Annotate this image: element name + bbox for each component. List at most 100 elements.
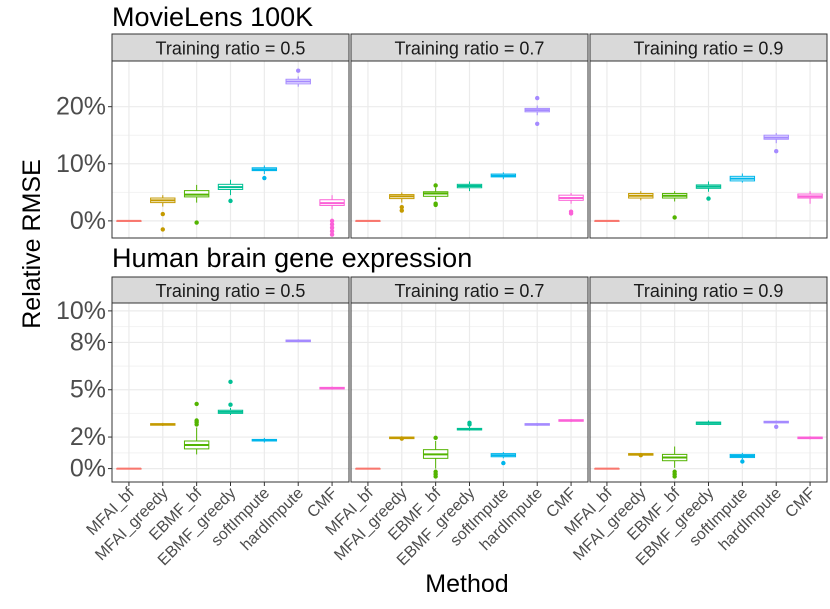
y-tick-label-1-0: 0%: [70, 455, 106, 483]
box-EBMF_bf-1-2: [661, 446, 688, 479]
box-MFAI_greedy-0-2: [628, 191, 654, 201]
outlier-point: [399, 204, 404, 210]
outlier-point: [433, 202, 438, 208]
box-EBMF_greedy-0-2: [695, 181, 722, 201]
box-hardImpute-1-1: [524, 422, 550, 427]
box-EBMF_bf-1-1: [422, 435, 449, 479]
box-MFAI_bf-1-2: [594, 467, 620, 470]
outlier-point: [228, 402, 233, 407]
outlier-point: [160, 227, 165, 232]
y-tick-label-1-3: 8%: [70, 328, 106, 356]
box-MFAI_bf-0-0: [116, 219, 142, 222]
outlier-point: [740, 459, 745, 464]
box-CMF-1-0: [319, 386, 345, 390]
facet-strip-1-2: [589, 276, 828, 304]
facet-strip-0-2: [589, 33, 828, 62]
outlier-point: [706, 196, 711, 201]
x-axis-label: Method: [425, 570, 508, 598]
facet-strip-0-0: [111, 33, 350, 62]
box-softImpute-0-1: [490, 172, 517, 180]
box-softImpute-1-2: [729, 452, 756, 464]
box-hardImpute-0-2: [763, 132, 789, 154]
box-EBMF_bf-0-0: [183, 184, 210, 225]
outlier-point: [501, 460, 506, 466]
outlier-point: [194, 418, 199, 423]
box-EBMF_greedy-1-1: [456, 420, 483, 431]
outlier-point: [535, 121, 540, 127]
box-CMF-0-2: [797, 191, 823, 204]
facet-label-1-2: Training ratio = 0.9: [634, 281, 784, 301]
facet-label-0-2: Training ratio = 0.9: [634, 39, 784, 59]
outlier-point: [329, 222, 335, 227]
y-tick-label-0-0: 0%: [70, 207, 106, 235]
box-EBMF_bf-1-0: [183, 401, 210, 455]
box-MFAI_bf-0-2: [594, 219, 620, 222]
box-MFAI_greedy-0-1: [389, 192, 415, 213]
outlier-point: [467, 420, 472, 426]
panel-border-0-2: [589, 60, 828, 239]
box-EBMF_greedy-1-2: [695, 420, 722, 426]
box-hardImpute-0-1: [524, 95, 550, 127]
y-tick-label-0-1: 10%: [56, 150, 106, 178]
box-MFAI_greedy-1-1: [389, 436, 415, 441]
box-CMF-1-2: [797, 436, 823, 440]
box-MFAI_greedy-1-0: [150, 422, 176, 427]
box-MFAI_bf-1-0: [116, 467, 142, 470]
y-axis-label: Relative RMSE: [18, 159, 46, 329]
box-EBMF_greedy-0-1: [456, 181, 483, 192]
box-CMF-1-1: [558, 418, 584, 423]
y-tick-label-1-1: 2%: [70, 423, 106, 451]
box-MFAI_bf-0-1: [355, 219, 381, 222]
outlier-point: [638, 452, 643, 458]
outlier-point: [194, 220, 199, 225]
x-tick-label-2-6: CMF: [782, 485, 819, 522]
box-EBMF_greedy-0-0: [217, 179, 244, 204]
outlier-point: [329, 228, 335, 234]
outlier-point: [433, 183, 438, 188]
facet-label-0-0: Training ratio = 0.5: [156, 39, 306, 59]
outlier-point: [774, 424, 779, 430]
box-softImpute-1-1: [490, 452, 517, 466]
outlier-point: [329, 218, 335, 224]
box-CMF-0-1: [558, 192, 584, 216]
outlier-point: [535, 95, 540, 101]
outlier-point: [568, 211, 574, 216]
box-EBMF_greedy-1-0: [217, 379, 244, 415]
facet-label-0-1: Training ratio = 0.7: [395, 39, 545, 59]
y-tick-label-0-2: 20%: [56, 93, 106, 121]
facet-label-1-0: Training ratio = 0.5: [156, 281, 306, 301]
box-MFAI_greedy-1-2: [628, 452, 654, 458]
outlier-point: [228, 379, 233, 385]
outlier-point: [228, 198, 233, 204]
box-softImpute-0-0: [251, 165, 278, 181]
box-MFAI_bf-1-1: [355, 467, 381, 470]
box-softImpute-0-2: [729, 173, 756, 183]
box-hardImpute-1-0: [285, 339, 311, 343]
outlier-point: [262, 175, 267, 181]
box-EBMF_bf-0-1: [422, 183, 449, 208]
outlier-point: [399, 436, 404, 441]
box-EBMF_bf-0-2: [661, 191, 688, 220]
panel-border-0-1: [350, 60, 589, 239]
outlier-point: [433, 435, 438, 441]
outlier-point: [672, 474, 677, 479]
box-softImpute-1-0: [251, 437, 278, 443]
box-CMF-0-0: [319, 195, 345, 237]
outlier-point: [774, 149, 779, 154]
y-tick-label-1-4: 10%: [56, 297, 106, 325]
outlier-point: [329, 225, 335, 230]
chart-title-0: MovieLens 100K: [112, 2, 313, 32]
chart-title-1: Human brain gene expression: [112, 243, 472, 273]
y-tick-label-1-2: 5%: [70, 376, 106, 404]
facet-label-1-1: Training ratio = 0.7: [395, 281, 545, 301]
outlier-point: [194, 401, 199, 407]
outlier-point: [329, 232, 335, 237]
outlier-point: [296, 68, 301, 73]
box-hardImpute-0-0: [285, 68, 311, 87]
outlier-point: [672, 215, 677, 220]
outlier-point: [399, 208, 404, 213]
box-MFAI_greedy-0-0: [150, 195, 176, 232]
panel-border-0-0: [111, 60, 350, 239]
